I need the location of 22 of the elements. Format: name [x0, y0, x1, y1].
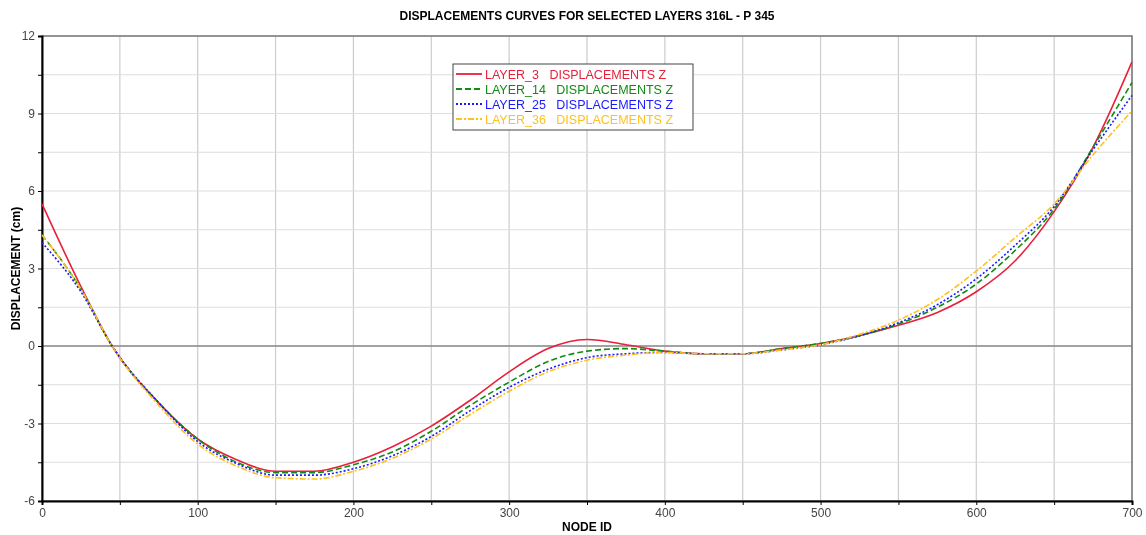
x-tick-label: 100 — [188, 505, 209, 520]
x-tick-label: 500 — [811, 505, 832, 520]
legend-label: LAYER_36 DISPLACEMENTS Z — [485, 112, 674, 127]
legend-label: LAYER_3 DISPLACEMENTS Z — [485, 67, 667, 82]
y-tick-label: 3 — [28, 261, 36, 276]
y-tick-label: 12 — [21, 29, 36, 44]
x-tick-label: 300 — [499, 505, 520, 520]
y-tick-label: -3 — [24, 416, 36, 431]
y-tick-label: 9 — [28, 106, 36, 121]
x-axis-title: NODE ID — [561, 520, 613, 534]
chart-title: DISPLACEMENTS CURVES FOR SELECTED LAYERS 316L - P 345 — [399, 9, 775, 23]
legend-label: LAYER_14 DISPLACEMENTS Z — [485, 82, 674, 97]
x-tick-label: 700 — [1122, 505, 1143, 520]
legend-label: LAYER_25 DISPLACEMENTS Z — [485, 97, 674, 112]
y-axis-title: DISPLACEMENT (cm) — [9, 206, 23, 331]
y-tick-label: 6 — [28, 184, 36, 199]
x-tick-label: 200 — [343, 505, 365, 520]
x-tick-label: 400 — [655, 505, 676, 520]
y-tick-label: 0 — [28, 339, 36, 354]
x-tick-label: 0 — [39, 505, 47, 520]
y-tick-label: -6 — [24, 494, 36, 509]
x-tick-label: 600 — [966, 505, 988, 520]
